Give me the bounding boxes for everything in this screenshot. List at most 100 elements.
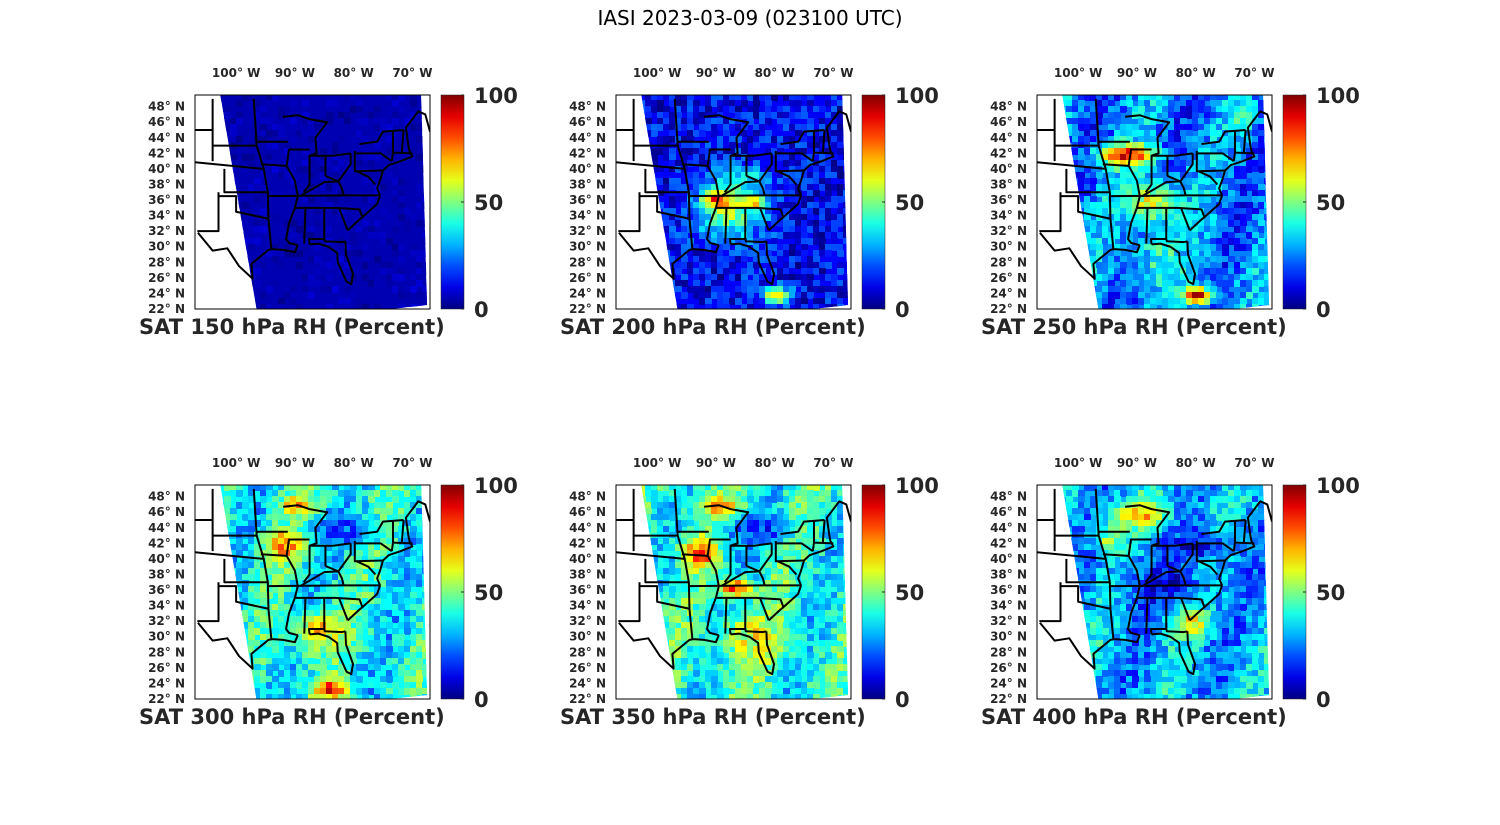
rh-pixel	[416, 490, 423, 497]
rh-pixel	[296, 556, 303, 563]
rh-pixel	[777, 268, 784, 275]
rh-pixel	[807, 490, 814, 497]
rh-pixel	[1174, 124, 1181, 131]
rh-pixel	[332, 100, 339, 107]
rh-pixel	[621, 520, 628, 527]
rh-pixel	[362, 130, 369, 137]
rh-pixel	[392, 562, 399, 569]
rh-pixel	[386, 490, 393, 497]
rh-pixel	[236, 628, 243, 635]
rh-pixel	[735, 112, 742, 119]
rh-pixel	[260, 574, 267, 581]
rh-pixel	[362, 532, 369, 539]
rh-pixel	[356, 106, 363, 113]
rh-pixel	[374, 592, 381, 599]
rh-pixel	[302, 274, 309, 281]
rh-pixel	[627, 304, 634, 311]
rh-pixel	[729, 274, 736, 281]
rh-pixel	[266, 604, 273, 611]
rh-pixel	[1084, 214, 1091, 221]
rh-pixel	[795, 220, 802, 227]
rh-pixel	[200, 574, 207, 581]
rh-pixel	[741, 502, 748, 509]
rh-pixel	[711, 538, 718, 545]
rh-pixel	[1108, 178, 1115, 185]
rh-pixel	[1054, 232, 1061, 239]
rh-pixel	[1084, 112, 1091, 119]
rh-pixel	[392, 664, 399, 671]
rh-pixel	[849, 142, 856, 149]
rh-pixel	[753, 508, 760, 515]
rh-pixel	[374, 562, 381, 569]
rh-pixel	[1186, 262, 1193, 269]
rh-pixel	[1252, 148, 1259, 155]
rh-pixel	[765, 208, 772, 215]
rh-pixel	[1062, 106, 1067, 113]
rh-pixel	[1090, 172, 1097, 179]
rh-pixel	[843, 160, 849, 167]
rh-pixel	[1162, 142, 1169, 149]
rh-pixel	[747, 106, 754, 113]
rh-pixel	[1126, 172, 1133, 179]
rh-pixel	[825, 274, 832, 281]
rh-pixel	[729, 124, 736, 131]
rh-pixel	[669, 100, 676, 107]
rh-pixel	[693, 508, 700, 515]
rh-pixel	[711, 244, 718, 251]
rh-pixel	[753, 544, 760, 551]
rh-pixel	[254, 496, 261, 503]
rh-pixel	[849, 172, 856, 179]
rh-pixel	[681, 568, 688, 575]
rh-pixel	[1252, 232, 1259, 239]
rh-pixel	[284, 694, 291, 699]
rh-pixel	[1072, 95, 1079, 101]
rh-pixel	[362, 622, 369, 629]
rh-pixel	[248, 616, 255, 623]
x-tick-label: 70° W	[392, 66, 432, 80]
rh-pixel	[729, 184, 736, 191]
rh-pixel	[260, 622, 267, 629]
rh-pixel	[230, 526, 237, 533]
rh-pixel	[398, 286, 405, 293]
rh-pixel	[1090, 184, 1097, 191]
rh-pixel	[332, 634, 339, 641]
rh-pixel	[254, 226, 261, 233]
rh-pixel	[735, 568, 742, 575]
rh-pixel	[320, 676, 327, 683]
state-border-line	[1201, 129, 1246, 146]
rh-pixel	[380, 184, 387, 191]
rh-pixel	[220, 694, 225, 699]
rh-pixel	[422, 670, 428, 677]
rh-pixel	[242, 154, 249, 161]
rh-pixel	[759, 202, 766, 209]
rh-pixel	[236, 622, 243, 629]
rh-pixel	[338, 160, 345, 167]
rh-pixel	[338, 148, 345, 155]
rh-pixel	[344, 286, 351, 293]
rh-pixel	[1120, 304, 1127, 309]
rh-pixel	[1174, 142, 1181, 149]
rh-pixel	[663, 184, 670, 191]
rh-pixel	[729, 95, 736, 101]
rh-pixel	[807, 184, 814, 191]
rh-pixel	[771, 166, 778, 173]
rh-pixel	[392, 112, 399, 119]
rh-pixel	[1102, 95, 1109, 101]
rh-pixel	[621, 526, 628, 533]
y-tick-label: 34° N	[148, 599, 185, 613]
rh-pixel	[272, 280, 279, 287]
rh-pixel	[350, 634, 357, 641]
rh-pixel	[705, 538, 712, 545]
rh-pixel	[314, 526, 321, 533]
rh-pixel	[681, 154, 688, 161]
rh-pixel	[843, 202, 849, 209]
rh-pixel	[326, 670, 333, 677]
rh-pixel	[272, 682, 279, 689]
rh-pixel	[765, 485, 772, 491]
rh-pixel	[200, 178, 207, 185]
rh-pixel	[663, 556, 670, 563]
rh-pixel	[693, 226, 700, 233]
rh-pixel	[284, 556, 291, 563]
rh-pixel	[657, 238, 664, 245]
rh-pixel	[807, 214, 814, 221]
